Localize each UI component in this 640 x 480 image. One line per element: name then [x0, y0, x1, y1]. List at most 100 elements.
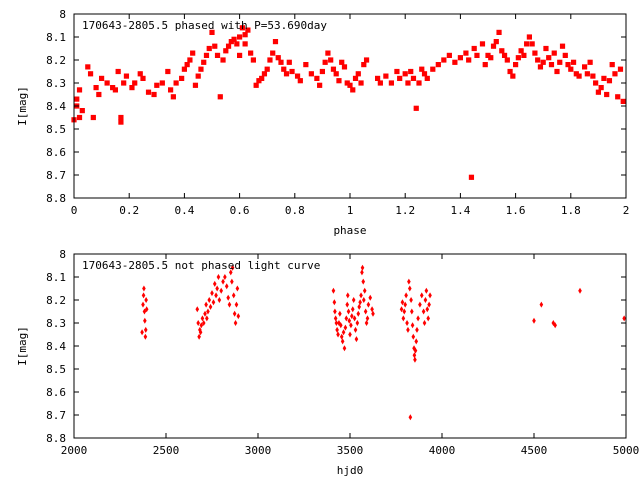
data-point [206, 308, 210, 315]
x-tick-label: 2500 [153, 444, 180, 457]
data-point [413, 356, 417, 363]
data-point [197, 333, 201, 340]
data-point [173, 80, 179, 86]
data-point [198, 329, 203, 336]
data-point [333, 71, 339, 77]
data-point [471, 45, 477, 52]
data-point [452, 59, 458, 65]
data-point [314, 75, 320, 81]
data-point [317, 82, 323, 88]
data-point [411, 333, 416, 340]
data-point [118, 114, 124, 121]
data-point [141, 301, 145, 308]
data-point [220, 57, 226, 63]
data-point [361, 278, 366, 285]
data-point [201, 320, 206, 326]
data-point [584, 71, 590, 77]
data-point [416, 80, 422, 86]
data-point [401, 315, 406, 322]
data-point [204, 301, 208, 308]
data-point [402, 71, 408, 77]
x-tick-label: 0.8 [285, 204, 305, 217]
data-point [230, 278, 234, 285]
x-tick-label: 2000 [61, 444, 88, 457]
data-point [424, 75, 430, 81]
data-point [203, 310, 207, 317]
data-point [209, 29, 215, 35]
data-point [543, 45, 549, 52]
x-tick-label: 3500 [337, 444, 364, 457]
data-point [337, 320, 341, 326]
data-point [457, 55, 463, 61]
data-point [507, 68, 513, 75]
data-point [346, 308, 351, 315]
data-point [515, 55, 521, 61]
data-point [593, 80, 599, 86]
data-point [413, 347, 418, 354]
data-point [242, 41, 248, 47]
x-tick-label: 3000 [245, 444, 272, 457]
data-point [413, 105, 419, 111]
data-point [539, 301, 544, 308]
data-point [529, 41, 535, 47]
data-point [399, 306, 404, 313]
data-point [422, 320, 427, 326]
data-point [112, 87, 118, 93]
data-point [421, 71, 428, 77]
data-point [612, 71, 618, 77]
x-tick-label: 1.8 [561, 204, 581, 217]
data-point [90, 114, 96, 121]
data-point [93, 85, 99, 91]
data-point [267, 57, 273, 63]
x-tick-label: 1.4 [450, 204, 470, 217]
data-point [341, 329, 346, 336]
data-point [554, 68, 560, 75]
data-point [400, 299, 405, 306]
data-point [335, 326, 339, 333]
y-tick-label: 8.5 [46, 123, 66, 136]
data-point [601, 75, 607, 81]
data-point [184, 62, 190, 68]
data-point [200, 315, 205, 322]
data-point [363, 308, 368, 315]
data-point [237, 52, 243, 58]
data-point [535, 57, 541, 63]
data-point [355, 71, 361, 77]
data-point [325, 50, 331, 56]
data-point [170, 94, 176, 100]
x-tick-label: 0.2 [119, 204, 139, 217]
data-point [217, 94, 223, 100]
data-point [343, 324, 348, 331]
y-tick-label: 8 [59, 8, 66, 21]
data-point [363, 57, 370, 63]
unphased-light-curve-chart: 2000 2500 3000 3500 4000 4500 5000 8 8.1 8.2 8.3 8.… [16, 248, 639, 477]
x-tick-label: 1.2 [395, 204, 415, 217]
data-point [132, 80, 138, 86]
data-point [354, 336, 359, 343]
data-point [609, 62, 615, 68]
data-point [598, 85, 604, 91]
data-point [424, 287, 429, 294]
y-tick-label: 8.4 [46, 340, 66, 353]
data-point [245, 27, 251, 33]
data-point [233, 320, 238, 326]
plot-frame [73, 253, 627, 439]
data-point [253, 82, 259, 88]
data-point [214, 52, 221, 58]
data-point [409, 297, 413, 303]
data-point [532, 317, 536, 324]
data-point [421, 308, 426, 315]
chart-title: 170643-2805.5 phased with P=53.690day [82, 19, 327, 32]
data-point [347, 317, 352, 324]
data-point [195, 306, 200, 313]
data-point [76, 114, 83, 121]
x-tick-label: 5000 [613, 444, 640, 457]
data-point [230, 264, 235, 271]
data-point [179, 75, 185, 81]
data-point [352, 75, 359, 81]
data-point [358, 80, 364, 86]
data-point [482, 62, 488, 68]
y-tick-label: 8.6 [46, 386, 66, 399]
data-point [212, 280, 217, 287]
data-point [441, 57, 447, 63]
